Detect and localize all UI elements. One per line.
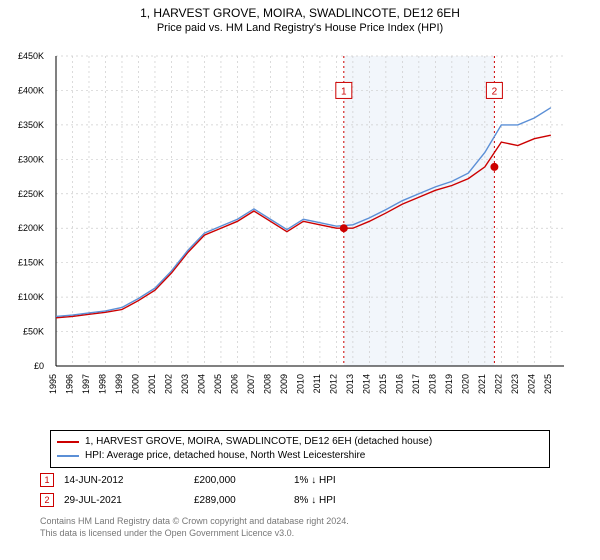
svg-text:2003: 2003 [180,374,190,394]
svg-text:£250K: £250K [18,189,44,199]
svg-text:2010: 2010 [295,374,305,394]
title-line2: Price paid vs. HM Land Registry's House … [0,22,600,34]
footer: Contains HM Land Registry data © Crown c… [40,515,560,539]
svg-text:2007: 2007 [246,374,256,394]
svg-text:1997: 1997 [81,374,91,394]
sale-row: 2 29-JUL-2021 £289,000 8% ↓ HPI [40,490,560,510]
sale-marker-icon: 1 [40,473,54,487]
svg-text:£300K: £300K [18,154,44,164]
svg-text:£0: £0 [34,361,44,371]
sale-date: 14-JUN-2012 [64,475,184,486]
svg-text:2000: 2000 [130,374,140,394]
svg-text:2015: 2015 [378,374,388,394]
svg-text:£400K: £400K [18,85,44,95]
legend-label: 1, HARVEST GROVE, MOIRA, SWADLINCOTE, DE… [85,435,432,449]
svg-text:£200K: £200K [18,223,44,233]
sale-marker-icon: 2 [40,493,54,507]
svg-text:1996: 1996 [64,374,74,394]
legend-item-subject: 1, HARVEST GROVE, MOIRA, SWADLINCOTE, DE… [57,435,543,449]
svg-text:2012: 2012 [328,374,338,394]
svg-text:2009: 2009 [279,374,289,394]
svg-text:2019: 2019 [444,374,454,394]
svg-text:1998: 1998 [97,374,107,394]
svg-text:2018: 2018 [427,374,437,394]
svg-text:2020: 2020 [460,374,470,394]
sale-delta: 1% ↓ HPI [294,475,414,486]
svg-text:1995: 1995 [48,374,58,394]
legend-box: 1, HARVEST GROVE, MOIRA, SWADLINCOTE, DE… [50,430,550,468]
chart-container: 1, HARVEST GROVE, MOIRA, SWADLINCOTE, DE… [0,0,600,560]
svg-text:2008: 2008 [262,374,272,394]
svg-text:2014: 2014 [361,374,371,394]
title-block: 1, HARVEST GROVE, MOIRA, SWADLINCOTE, DE… [0,0,600,34]
legend-swatch [57,441,79,443]
legend-item-hpi: HPI: Average price, detached house, Nort… [57,449,543,463]
svg-text:2002: 2002 [163,374,173,394]
legend-swatch [57,455,79,457]
svg-text:2023: 2023 [510,374,520,394]
svg-text:2004: 2004 [196,374,206,394]
svg-text:2001: 2001 [147,374,157,394]
sale-row: 1 14-JUN-2012 £200,000 1% ↓ HPI [40,470,560,490]
svg-text:£50K: £50K [23,327,44,337]
svg-text:2: 2 [492,86,498,97]
title-line1: 1, HARVEST GROVE, MOIRA, SWADLINCOTE, DE… [0,6,600,20]
footer-line2: This data is licensed under the Open Gov… [40,527,560,539]
footer-line1: Contains HM Land Registry data © Crown c… [40,515,560,527]
svg-text:2005: 2005 [213,374,223,394]
svg-text:2013: 2013 [345,374,355,394]
sale-delta: 8% ↓ HPI [294,495,414,506]
sale-price: £289,000 [194,495,284,506]
svg-text:2024: 2024 [526,374,536,394]
svg-text:2021: 2021 [477,374,487,394]
svg-text:£350K: £350K [18,120,44,130]
svg-text:2017: 2017 [411,374,421,394]
svg-text:2011: 2011 [312,374,322,393]
svg-text:£100K: £100K [18,292,44,302]
svg-text:1: 1 [341,86,347,97]
svg-text:2022: 2022 [493,374,503,394]
svg-text:2025: 2025 [543,374,553,394]
svg-text:2016: 2016 [394,374,404,394]
svg-text:2006: 2006 [229,374,239,394]
svg-text:£450K: £450K [18,51,44,61]
sale-price: £200,000 [194,475,284,486]
legend-label: HPI: Average price, detached house, Nort… [85,449,365,463]
sales-table: 1 14-JUN-2012 £200,000 1% ↓ HPI 2 29-JUL… [40,470,560,510]
sale-date: 29-JUL-2021 [64,495,184,506]
svg-text:£150K: £150K [18,258,44,268]
svg-text:1999: 1999 [114,374,124,394]
price-chart: £0£50K£100K£150K£200K£250K£300K£350K£400… [50,50,570,410]
